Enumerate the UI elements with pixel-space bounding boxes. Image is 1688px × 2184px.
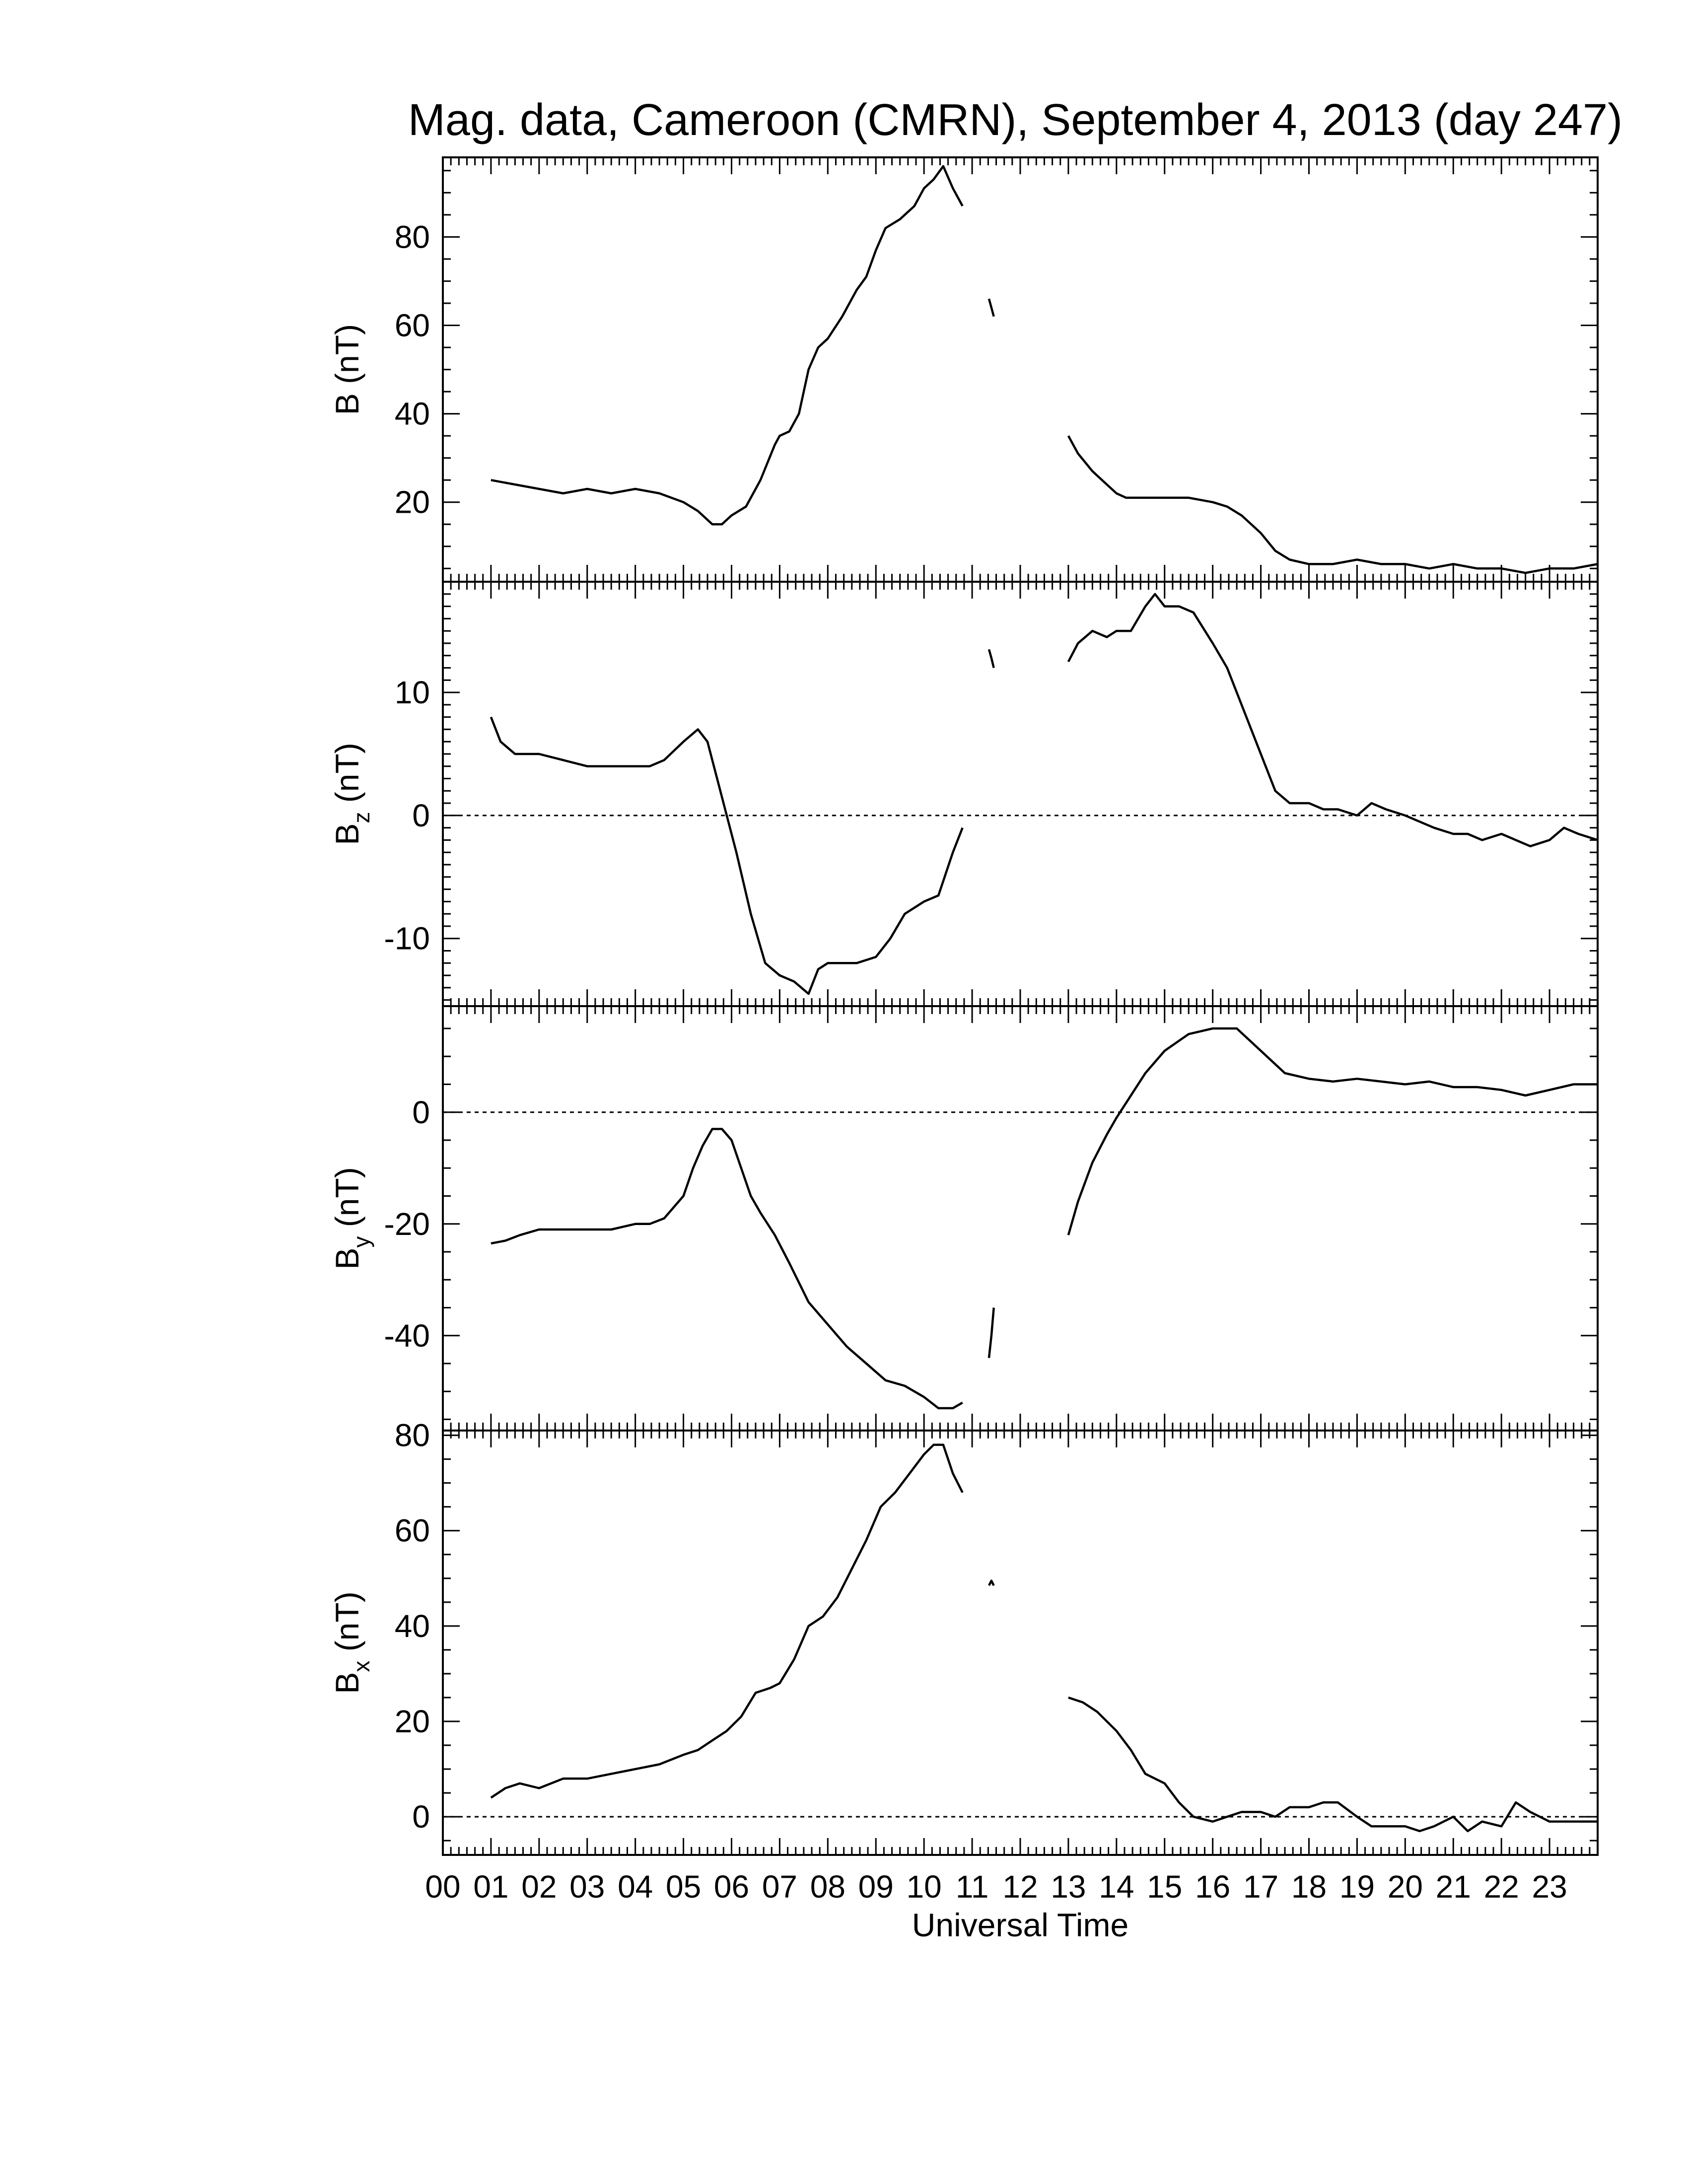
x-tick-label: 20 [1388,1869,1423,1905]
x-tick-label: 07 [762,1869,797,1905]
data-line [491,1128,963,1410]
x-tick-label: 17 [1243,1869,1278,1905]
y-tick-label: 60 [395,1513,430,1549]
x-tick-label: 19 [1339,1869,1375,1905]
x-tick-label: 12 [1002,1869,1038,1905]
panel-frame [442,581,1599,1007]
x-tick-label: 18 [1291,1869,1327,1905]
y-tick-label: 0 [412,1799,430,1835]
x-tick-label: 04 [618,1869,653,1905]
data-line [1067,1027,1598,1235]
x-tick-label: 02 [521,1869,557,1905]
x-tick-label: 09 [858,1869,894,1905]
y-tick-label: 0 [412,1094,430,1130]
data-line [491,165,964,526]
data-line [987,298,995,317]
panel-b-total: 20 40 60 80 B (nT) [329,156,1599,583]
x-tick-label: 06 [714,1869,749,1905]
x-axis-label: Universal Time [912,1907,1128,1943]
data-line [987,1579,995,1586]
y-axis-label: Bz (nT) [329,743,374,845]
y-tick-label: -10 [384,921,430,956]
panel-frame [442,1430,1599,1856]
x-tick-label: 10 [907,1869,942,1905]
y-axis-label: B (nT) [329,324,365,415]
y-tick-label: 0 [412,798,430,833]
data-line [1068,1696,1598,1833]
y-tick-label: 80 [395,1418,430,1453]
y-tick-label: -40 [384,1318,430,1354]
panel-bz: -10 0 10 Bz (nT) [329,581,1599,1007]
panel-bx: 0 20 40 60 80 Bx (nT) [329,1418,1599,1856]
x-tick-label: 14 [1099,1869,1134,1905]
y-tick-label: 40 [395,396,430,432]
panel-frame [442,1005,1599,1432]
x-tick-label: 00 [425,1869,460,1905]
y-tick-label: 20 [395,484,430,520]
x-tick-label: 22 [1484,1869,1519,1905]
data-line [490,716,964,995]
x-tick-label: 08 [810,1869,845,1905]
y-tick-label: 80 [395,219,430,255]
data-line [1067,435,1598,574]
x-tick-label: 21 [1436,1869,1471,1905]
y-axis-label: Bx (nT) [329,1591,374,1694]
x-tick-label: 03 [569,1869,605,1905]
y-tick-label: 60 [395,307,430,343]
x-tick-label: 16 [1195,1869,1230,1905]
data-line [490,1443,964,1799]
panel-by: -40 -20 0 By (nT) [329,1005,1599,1432]
x-tick-label: 13 [1051,1869,1086,1905]
x-tick-label: 01 [473,1869,508,1905]
x-tick-label: 11 [956,1869,988,1905]
y-axis-label: By (nT) [329,1167,374,1269]
x-tick-label: 23 [1532,1869,1567,1905]
data-line [1067,593,1598,848]
y-tick-label: 40 [395,1608,430,1644]
data-line [987,1307,995,1359]
y-tick-label: -20 [384,1206,430,1242]
x-tick-label: 15 [1147,1869,1182,1905]
panel-frame [442,156,1599,583]
data-line [987,649,995,669]
chart-title: Mag. data, Cameroon (CMRN), September 4,… [408,95,1622,145]
y-tick-label: 10 [395,675,430,710]
y-tick-label: 20 [395,1704,430,1739]
x-tick-label: 05 [666,1869,701,1905]
